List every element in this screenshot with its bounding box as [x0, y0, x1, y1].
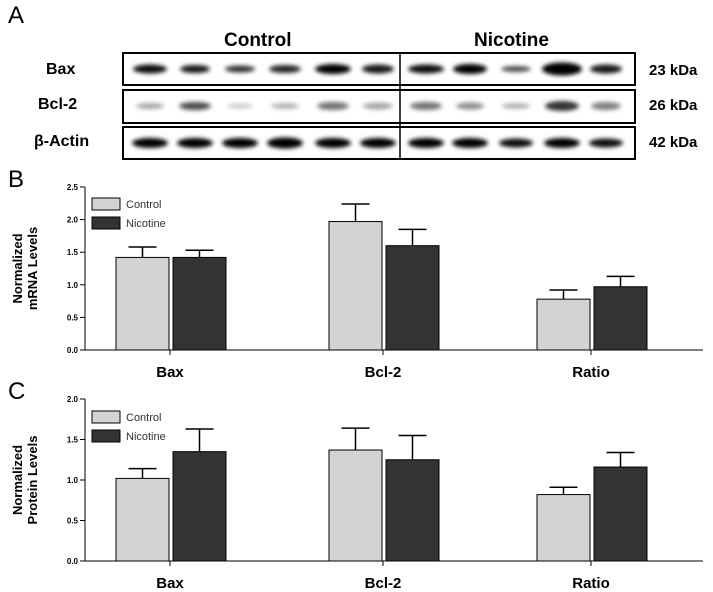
bar-nicotine-bax — [172, 451, 227, 562]
y-tick-label: 2.0 — [67, 216, 79, 225]
blot-band — [177, 138, 213, 148]
blot-band — [225, 65, 255, 73]
blot-size-actin: 42 kDa — [649, 134, 698, 151]
blot-band — [267, 137, 303, 149]
bar-control-ratio — [536, 298, 591, 351]
legend-label-control: Control — [126, 412, 161, 424]
panel-letter-a: A — [8, 2, 25, 29]
blot-group-nicotine: Nicotine — [474, 30, 549, 51]
y-tick-label: 0.5 — [67, 313, 79, 322]
panel-letter-c: C — [8, 378, 26, 405]
blot-frame-bax — [122, 52, 636, 86]
blot-band — [452, 138, 488, 148]
blot-band — [501, 66, 531, 72]
bar-control-bax — [115, 256, 170, 351]
blot-band — [545, 101, 579, 111]
legend-swatch-control — [91, 410, 121, 424]
blot-band — [456, 102, 484, 110]
blot-band — [410, 102, 442, 110]
y-tick-label: 0.5 — [67, 517, 79, 526]
blot-group-control: Control — [224, 30, 292, 51]
y-tick-label: 2.0 — [67, 395, 79, 404]
blot-band — [542, 62, 582, 76]
blot-band — [502, 103, 530, 109]
legend-label-control: Control — [126, 199, 161, 211]
blot-band — [132, 138, 168, 148]
blot-band — [591, 102, 621, 110]
blot-row-label-actin: β-Actin — [34, 133, 90, 150]
y-tick-label: 1.0 — [67, 281, 79, 290]
bar-nicotine-ratio — [593, 466, 648, 562]
y-axis-label: NormalizedProtein Levels — [10, 436, 40, 525]
y-axis-label: NormalizedmRNA Levels — [10, 227, 40, 310]
chart-protein: NormalizedProtein Levels 0.0 0.5 1.0 1.5 2.0 B… — [10, 395, 703, 592]
bar-nicotine-bax — [172, 256, 227, 351]
blot-band — [408, 138, 444, 148]
western-blot-image — [122, 52, 636, 160]
blot-band — [363, 102, 393, 110]
blot-size-bcl2: 26 kDa — [649, 97, 698, 114]
y-tick-label: 1.5 — [67, 436, 79, 445]
blot-band — [133, 64, 167, 74]
y-tick-label: 0.0 — [67, 346, 79, 355]
chart-mrna: NormalizedmRNA Levels 0.0 0.5 1.0 1.5 2.0 2.5 B… — [10, 183, 703, 380]
bar-control-bax — [115, 477, 170, 562]
x-category-label: Bax — [156, 364, 184, 380]
blot-frame-bcl2 — [122, 89, 636, 124]
legend-swatch-nicotine — [91, 429, 121, 443]
blot-band — [499, 138, 533, 148]
blot-band — [408, 64, 444, 74]
blot-band — [227, 103, 253, 109]
blot-band — [315, 64, 351, 74]
blot-band — [544, 138, 580, 148]
blot-band — [590, 64, 622, 74]
blot-band — [179, 102, 211, 110]
blot-band — [180, 65, 210, 73]
y-tick-label: 1.0 — [67, 476, 79, 485]
blot-band — [453, 64, 487, 74]
bar-control-bcl2 — [328, 221, 383, 351]
blot-band — [360, 138, 396, 148]
blot-band — [136, 103, 164, 109]
blot-band — [222, 138, 258, 148]
blot-size-bax: 23 kDa — [649, 62, 698, 79]
blot-row-label-bax: Bax — [46, 61, 76, 78]
legend-swatch-nicotine — [91, 216, 121, 230]
bar-control-bcl2 — [328, 449, 383, 562]
x-category-label: Ratio — [572, 575, 610, 592]
y-tick-label: 0.0 — [67, 557, 79, 566]
legend-swatch-control — [91, 197, 121, 211]
bar-nicotine-bcl2 — [385, 459, 440, 562]
bar-nicotine-ratio — [593, 286, 648, 351]
blot-band — [271, 103, 299, 109]
blot-band — [315, 138, 351, 148]
blot-band — [317, 102, 349, 110]
blot-band — [269, 65, 301, 73]
y-tick-label: 2.5 — [67, 183, 79, 192]
blot-frame-actin — [122, 126, 636, 160]
blot-row-label-bcl2: Bcl-2 — [38, 96, 78, 113]
x-category-label: Bcl-2 — [365, 575, 402, 592]
blot-band — [589, 138, 623, 148]
legend-label-nicotine: Nicotine — [126, 218, 166, 230]
x-category-label: Bcl-2 — [365, 364, 402, 380]
y-tick-label: 1.5 — [67, 248, 79, 257]
bar-control-ratio — [536, 494, 591, 562]
blot-band — [362, 64, 394, 74]
panel-letter-b: B — [8, 166, 25, 193]
x-category-label: Ratio — [572, 364, 610, 380]
legend-label-nicotine: Nicotine — [126, 431, 166, 443]
x-category-label: Bax — [156, 575, 184, 592]
bar-nicotine-bcl2 — [385, 245, 440, 351]
